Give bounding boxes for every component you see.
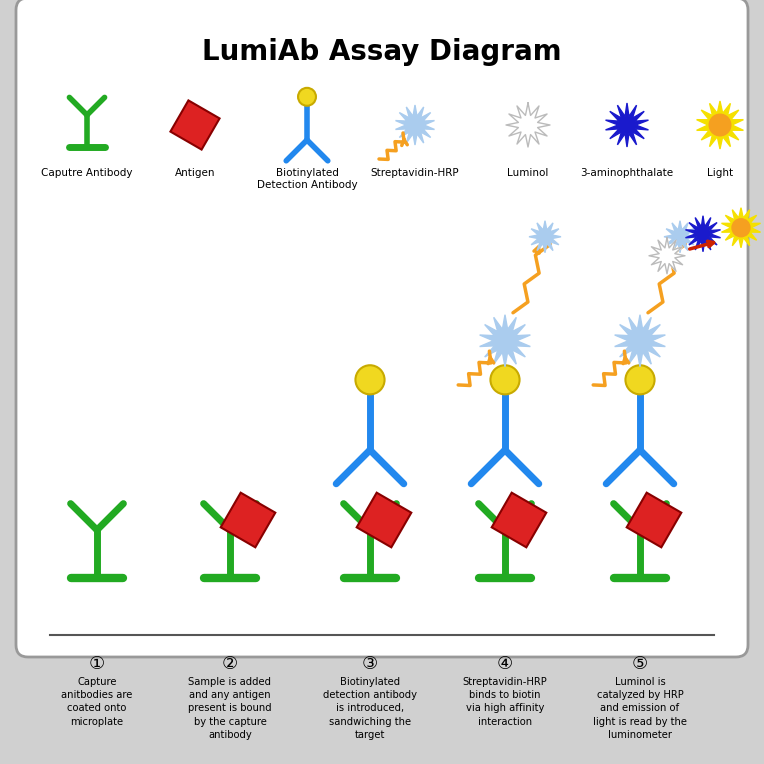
Text: 3-aminophthalate: 3-aminophthalate [581,168,674,178]
Polygon shape [506,103,550,147]
Text: Capture
anitbodies are
coated onto
microplate: Capture anitbodies are coated onto micro… [61,677,133,727]
Text: Biotinylated
detection antibody
is introduced,
sandwiching the
target: Biotinylated detection antibody is intro… [323,677,417,740]
Text: ①: ① [89,655,105,673]
Text: Caputre Antibody: Caputre Antibody [41,168,133,178]
Text: Sample is added
and any antigen
present is bound
by the capture
antibody: Sample is added and any antigen present … [188,677,272,740]
Text: Biotinylated
Detection Antibody: Biotinylated Detection Antibody [257,168,358,189]
Polygon shape [615,315,665,367]
Polygon shape [685,215,720,252]
Polygon shape [721,208,760,248]
Circle shape [298,88,316,105]
Circle shape [626,365,655,394]
Text: ⑤: ⑤ [632,655,648,673]
Circle shape [355,365,384,394]
Bar [170,100,219,150]
Polygon shape [396,105,435,145]
Bar [626,493,681,547]
Bar [492,493,546,547]
Circle shape [732,219,750,237]
Polygon shape [649,238,685,274]
Circle shape [709,114,731,136]
Text: LumiAb Assay Diagram: LumiAb Assay Diagram [202,38,562,66]
Circle shape [490,365,520,394]
Text: Luminol is
catalyzed by HRP
and emission of
light is read by the
luminometer: Luminol is catalyzed by HRP and emission… [593,677,687,740]
Polygon shape [664,221,696,253]
Text: Antigen: Antigen [175,168,215,178]
Text: ③: ③ [362,655,378,673]
Polygon shape [529,221,561,253]
Bar [221,493,275,547]
Polygon shape [480,315,530,367]
Text: ②: ② [222,655,238,673]
Bar [357,493,411,547]
Text: ④: ④ [497,655,513,673]
FancyBboxPatch shape [16,0,748,657]
Text: Luminol: Luminol [507,168,549,178]
Polygon shape [697,101,743,149]
Text: Streptavidin-HRP
binds to biotin
via high affinity
interaction: Streptavidin-HRP binds to biotin via hig… [463,677,547,727]
Text: Light: Light [707,168,733,178]
Polygon shape [606,103,649,147]
Text: Streptavidin-HRP: Streptavidin-HRP [371,168,459,178]
